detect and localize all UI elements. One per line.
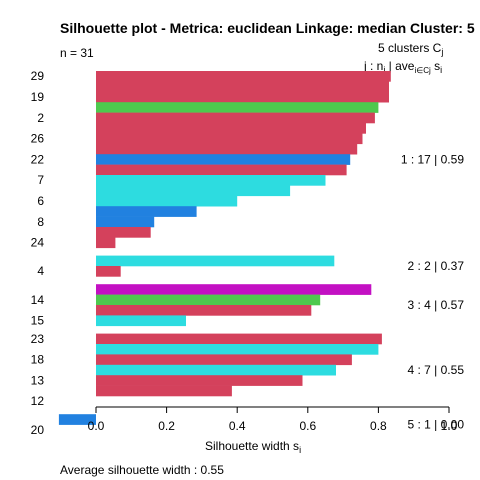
bar-cluster-4-2	[96, 344, 379, 355]
row-label: 23	[31, 332, 45, 346]
legend-columns: j : nj | avei∈Cj si	[363, 59, 442, 75]
cluster-summary-2: 2 : 2 | 0.37	[408, 259, 465, 273]
bar-cluster-4-1	[96, 333, 382, 345]
row-label: 29	[31, 69, 45, 83]
bar-cluster-4-5	[96, 375, 303, 386]
cluster-summary-3: 3 : 4 | 0.57	[408, 298, 465, 312]
row-label: 8	[37, 215, 44, 229]
row-label: 4	[37, 264, 44, 278]
bar-cluster-3-2	[96, 294, 321, 306]
bar-cluster-1-3	[96, 91, 389, 103]
x-tick-label: 0.0	[88, 419, 105, 433]
bar-cluster-1-1	[96, 71, 391, 82]
bar-cluster-5-1	[58, 414, 96, 425]
row-label: 20	[31, 423, 45, 437]
bar-cluster-3-4	[96, 315, 186, 327]
bar-cluster-1-16	[96, 227, 151, 238]
row-label: 12	[31, 394, 45, 408]
bar-cluster-1-13	[96, 195, 238, 207]
cluster-summary-4: 4 : 7 | 0.55	[408, 363, 465, 377]
bar-cluster-1-8	[96, 143, 358, 155]
row-label: 24	[31, 236, 45, 250]
legend-col-s: s	[431, 59, 440, 73]
bar-cluster-3-1	[96, 284, 372, 295]
bar-cluster-1-15	[96, 216, 155, 228]
legend-col-ave-sub: i∈Cj	[414, 66, 431, 75]
legend-header-sub: j	[440, 47, 443, 57]
bar-cluster-1-17	[96, 237, 116, 249]
legend-col-j-sub: j	[382, 65, 385, 75]
x-tick-label: 0.8	[370, 419, 387, 433]
bar-cluster-2-1	[96, 255, 335, 267]
bar-cluster-1-10	[96, 164, 347, 176]
bar-cluster-4-3	[96, 354, 352, 366]
row-label: 15	[31, 314, 45, 328]
cluster-summary-1: 1 : 17 | 0.59	[401, 152, 464, 166]
legend-col-ave: | ave	[385, 59, 414, 73]
bar-cluster-1-14	[96, 206, 197, 217]
legend-header: 5 clusters Cj	[378, 41, 443, 57]
row-label: 2	[37, 111, 44, 125]
x-tick-label: 1.0	[441, 419, 458, 433]
bar-cluster-4-6	[96, 385, 232, 397]
bar-cluster-1-2	[96, 81, 389, 93]
bar-cluster-1-7	[96, 133, 363, 145]
cluster-summary-5: 5 : 1 | 0.00	[408, 418, 465, 432]
chart-title: Silhouette plot - Metrica: euclidean Lin…	[60, 20, 475, 36]
x-axis-label-text: Silhouette width s	[205, 439, 299, 453]
bar-cluster-4-4	[96, 364, 336, 376]
row-label: 7	[37, 173, 44, 187]
bar-cluster-2-2	[96, 266, 121, 277]
bar-cluster-1-5	[96, 112, 375, 124]
legend-header-text: 5 clusters C	[378, 41, 442, 55]
bar-cluster-1-9	[96, 154, 351, 165]
row-label: 18	[31, 353, 45, 367]
x-tick-label: 0.4	[229, 419, 246, 433]
bar-cluster-1-4	[96, 102, 379, 113]
x-axis: 0.0 0.2 0.4 0.6 0.8 1.0	[88, 406, 458, 433]
bar-cluster-1-6	[96, 123, 366, 134]
row-label: 13	[31, 373, 45, 387]
cluster-summaries-group: 1 : 17 | 0.59 2 : 2 | 0.37 3 : 4 | 0.57 4 :…	[401, 152, 464, 431]
row-label: 19	[31, 90, 45, 104]
x-tick-label: 0.2	[158, 419, 175, 433]
x-axis-label: Silhouette width si	[205, 439, 301, 455]
row-label: 26	[31, 132, 45, 146]
bar-cluster-3-3	[96, 305, 312, 316]
row-label: 22	[31, 152, 45, 166]
n-label: n = 31	[60, 46, 94, 60]
average-silhouette: Average silhouette width : 0.55	[60, 463, 224, 477]
legend-col-s-sub: i	[440, 65, 442, 75]
bar-cluster-1-12	[96, 185, 291, 197]
legend-col-j: j : n	[363, 59, 383, 73]
row-labels-group: 29 19 2 26 22 7 6 8 24 4 14 15 23 18 13 12 20	[31, 69, 45, 437]
bars-group	[58, 71, 391, 425]
x-tick-label: 0.6	[299, 419, 316, 433]
row-label: 14	[31, 293, 45, 307]
x-axis-label-sub: i	[299, 445, 301, 455]
bar-cluster-1-11	[96, 175, 326, 186]
row-label: 6	[37, 194, 44, 208]
